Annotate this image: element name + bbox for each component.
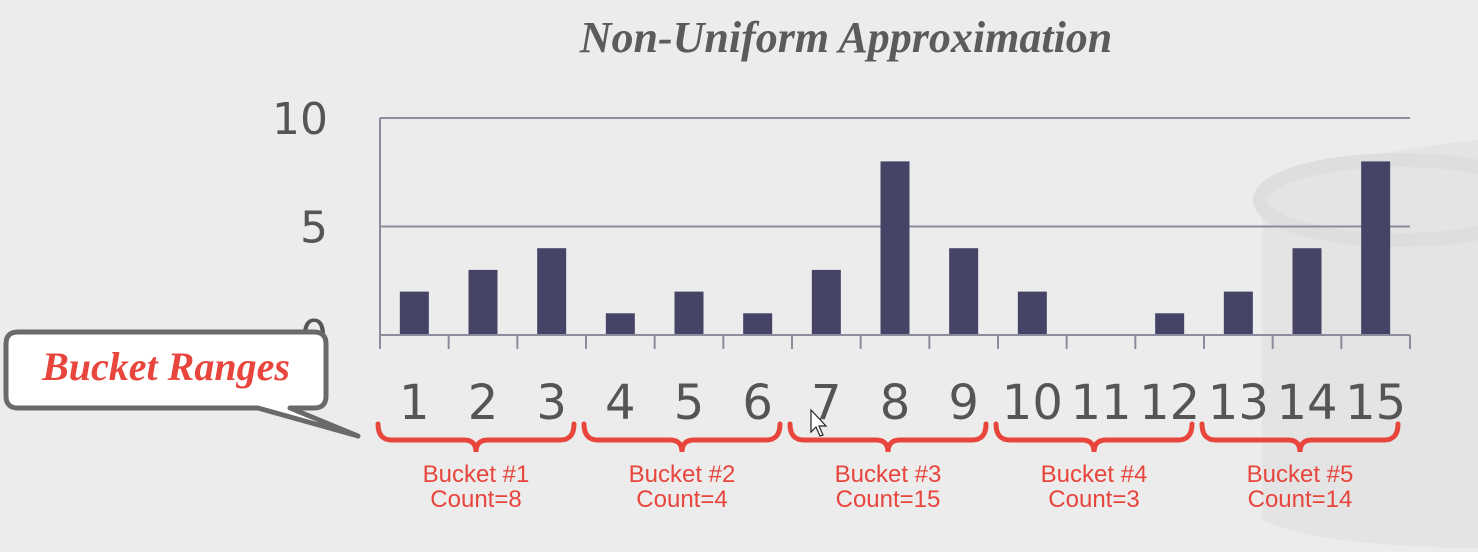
x-tick-label: 10 <box>1002 375 1063 431</box>
x-tick-label: 13 <box>1208 375 1269 431</box>
x-axis <box>379 334 1411 349</box>
bucket-brace <box>787 421 989 453</box>
bars <box>399 161 1391 335</box>
bar <box>1223 291 1253 335</box>
background-decoration-rim <box>1253 153 1478 247</box>
x-tick-label: 15 <box>1345 375 1406 431</box>
x-tick-label: 2 <box>468 375 499 431</box>
bucket-ranges-callout: Bucket Ranges <box>3 329 361 439</box>
y-tick-label: 5 <box>300 203 328 254</box>
x-tick-label: 14 <box>1276 375 1337 431</box>
bucket-brace <box>993 421 1195 453</box>
bar <box>399 291 429 335</box>
bucket-brace <box>375 421 577 453</box>
bucket-brace <box>1199 421 1401 453</box>
y-tick-label: 10 <box>272 94 328 145</box>
x-tick-label: 8 <box>880 375 911 431</box>
bucket-count: Count=3 <box>1048 486 1139 513</box>
mouse-cursor-icon <box>810 408 828 437</box>
bar <box>811 269 841 335</box>
bar <box>537 248 567 335</box>
chart-title: Non-Uniform Approximation <box>579 13 1113 62</box>
callout-label: Bucket Ranges <box>41 344 290 389</box>
bar <box>1292 248 1322 335</box>
x-axis-ticks: 1 2 3 4 5 6 7 8 9 10 11 12 13 14 15 <box>399 375 1406 431</box>
x-tick-label: 9 <box>948 375 979 431</box>
bar <box>1017 291 1047 335</box>
bar <box>880 161 910 335</box>
bucket-count: Count=8 <box>430 486 521 513</box>
x-tick-label: 6 <box>742 375 773 431</box>
bucket-name: Bucket #5 <box>1247 461 1354 488</box>
bar <box>743 313 773 335</box>
bucket-name: Bucket #2 <box>629 461 736 488</box>
y-axis-ticks: 0510 <box>272 94 328 362</box>
x-tick-label: 12 <box>1139 375 1200 431</box>
x-tick-label: 1 <box>399 375 430 431</box>
callout-bubble <box>3 329 361 439</box>
bar <box>1155 313 1185 335</box>
x-tick-label: 5 <box>674 375 705 431</box>
bar <box>468 269 498 335</box>
bucket-count: Count=15 <box>836 486 941 513</box>
bucket-name: Bucket #4 <box>1041 461 1148 488</box>
x-tick-label: 3 <box>536 375 567 431</box>
bar <box>674 291 704 335</box>
x-tick-label: 4 <box>605 375 636 431</box>
bar <box>1361 161 1391 335</box>
bucket-count: Count=14 <box>1248 486 1353 513</box>
bucket-count: Count=4 <box>636 486 727 513</box>
bucket-name: Bucket #3 <box>835 461 942 488</box>
bucket-brace <box>581 421 783 453</box>
bucket-name: Bucket #1 <box>423 461 530 488</box>
bar <box>605 313 635 335</box>
x-tick-label: 11 <box>1070 375 1131 431</box>
bar <box>949 248 979 335</box>
